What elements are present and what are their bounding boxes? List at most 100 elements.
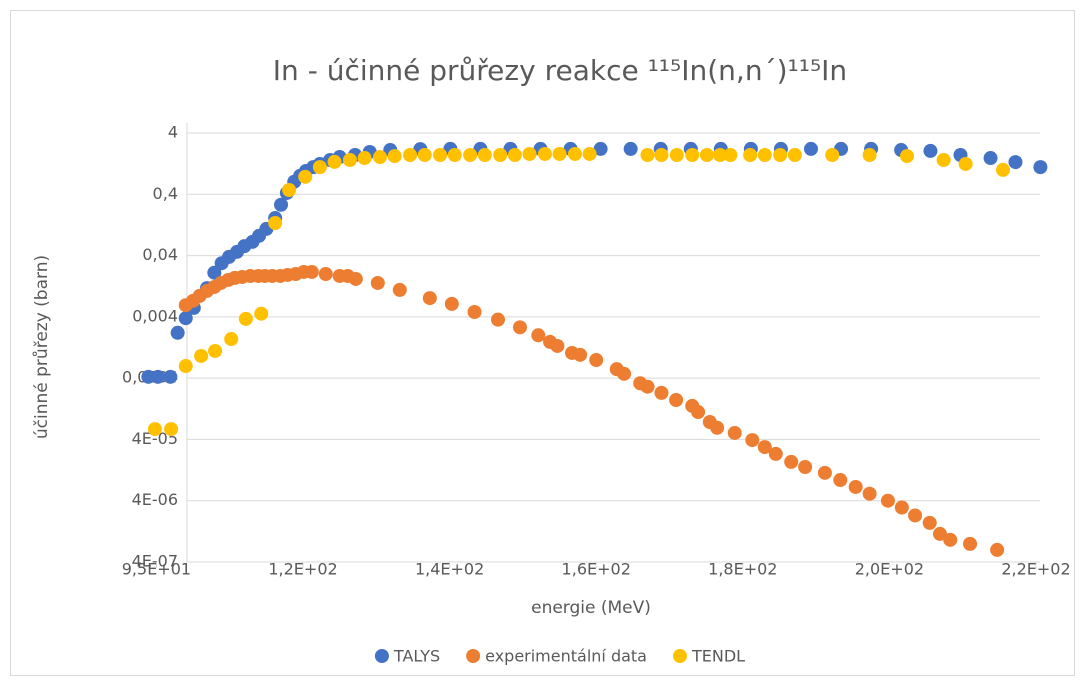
data-point [327,154,342,169]
data-point [170,325,185,340]
data-point [298,169,313,184]
data-point [936,153,951,168]
data-point [254,306,269,321]
data-point [194,348,209,363]
data-point [743,148,758,163]
legend-item: experimentální data [466,647,647,666]
data-point [990,542,1005,557]
data-point [178,359,193,374]
x-tick-label: 2,0E+02 [855,560,924,579]
legend-label: experimentální data [485,647,647,666]
data-point [745,433,760,448]
data-point [640,148,655,163]
data-point [757,440,772,455]
y-tick-label: 0,04 [142,245,178,264]
data-point [573,347,588,362]
data-point [723,148,738,163]
data-point [958,156,973,171]
y-tick-label: 0,004 [132,306,178,325]
data-point [467,305,482,320]
data-point [370,275,385,290]
data-point [444,296,459,311]
data-point [357,151,372,166]
data-point [803,141,818,156]
data-point [422,291,437,306]
x-axis-title: energie (MeV) [531,598,651,618]
data-point [617,366,632,381]
data-point [922,515,937,530]
data-point [640,379,655,394]
data-point [900,149,915,164]
data-point [150,369,165,384]
data-point [1008,155,1023,170]
x-tick-label: 2,2E+02 [1001,560,1070,579]
data-point [392,282,407,297]
data-point [593,141,608,156]
data-point [923,143,938,158]
data-point [447,148,462,163]
chart-border [10,10,1075,676]
data-point [669,148,684,163]
data-point [417,148,432,163]
data-point [224,332,239,347]
data-point [463,148,478,163]
data-point [862,148,877,163]
data-point [493,148,508,163]
legend-swatch [672,649,687,663]
data-point [522,146,537,161]
data-point [932,526,947,541]
data-point [490,312,505,327]
x-tick-label: 1,6E+02 [562,560,631,579]
y-tick-label: 4 [168,123,178,142]
data-point [178,311,193,326]
legend-swatch [466,649,481,663]
data-point [512,320,527,335]
data-point [507,148,522,163]
data-point [773,148,788,163]
data-point [787,148,802,163]
data-point [699,148,714,163]
y-tick-label: 4E-07 [132,552,178,571]
legend-item: TENDL [672,647,745,666]
data-point [963,536,978,551]
x-tick-label: 1,8E+02 [708,560,777,579]
data-point [582,146,597,161]
chart-title: In - účinné průřezy reakce ¹¹⁵In(n,n´)¹¹… [273,54,847,87]
data-point [268,215,283,230]
data-point [537,146,552,161]
data-point [983,151,998,166]
data-point [996,162,1011,177]
data-point [550,338,565,353]
data-point [274,197,289,212]
plot-area [141,141,1048,557]
data-point [403,148,418,163]
legend-label: TALYS [393,647,440,666]
data-point [342,153,357,168]
data-point [727,425,742,440]
data-point [654,148,669,163]
data-point [825,148,840,163]
data-point [164,422,179,437]
data-point [685,148,700,163]
data-point [862,486,877,501]
y-axis-title: účinné průřezy (barn) [32,255,52,439]
x-tick-label: 9,5E+01 [122,560,191,579]
data-point [691,405,706,420]
data-point [710,420,725,435]
data-point [669,392,684,407]
data-point [880,493,895,508]
data-point [848,479,863,494]
data-point [208,343,223,358]
data-point [207,265,222,280]
data-point [1033,160,1048,175]
data-point [304,264,319,279]
data-point [238,311,253,326]
data-point [433,148,448,163]
y-tick-label: 0,4 [153,184,178,203]
data-point [894,500,909,515]
legend-swatch [374,649,389,663]
data-point [908,508,923,523]
data-point [318,267,333,282]
data-point [798,459,813,474]
